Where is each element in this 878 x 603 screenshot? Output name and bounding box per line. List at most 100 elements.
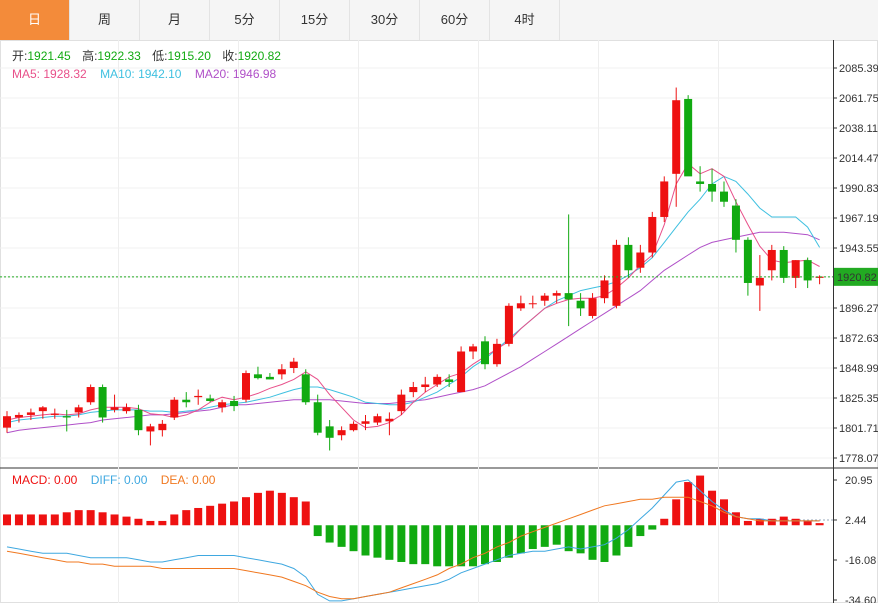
tab-3[interactable]: 5分	[210, 0, 280, 40]
candle-body-50	[600, 280, 609, 299]
macd-y-tick-label-1: 2.44	[845, 515, 866, 527]
high-value: 1922.33	[97, 49, 141, 63]
candle-body-42	[504, 305, 513, 344]
macd-bar-34	[409, 525, 418, 565]
candle-body-45	[540, 295, 549, 301]
candle-body-24	[289, 361, 298, 368]
candle-body-58	[696, 181, 705, 184]
candle-body-40	[481, 341, 489, 365]
macd-bar-47	[564, 525, 573, 552]
last-price-box	[834, 267, 878, 286]
macd-bar-7	[86, 510, 95, 526]
candle-body-61	[731, 205, 740, 240]
y-tick-label-3: 2014.47	[839, 153, 878, 165]
candle-body-35	[421, 384, 430, 388]
candle-body-22	[265, 376, 274, 380]
candle-body-67	[803, 260, 812, 281]
tab-4[interactable]: 15分	[280, 0, 350, 40]
candle-body-31	[373, 416, 382, 423]
candle-body-15	[182, 399, 191, 403]
macd-info: MACD: 0.00 DIFF: 0.00 DEA: 0.00	[12, 473, 216, 487]
period-tabs: 日周月 5分 15分 30分 60分 4时	[0, 0, 878, 41]
tab-0[interactable]: 日	[0, 0, 70, 40]
macd-bar-13	[158, 520, 167, 526]
macd-bar-45	[540, 525, 549, 547]
macd-bar-15	[182, 510, 191, 526]
macd-bar-54	[648, 525, 657, 530]
macd-bar-61	[731, 512, 740, 526]
macd-bar-41	[492, 525, 501, 562]
grid	[0, 40, 878, 603]
candle-body-37	[445, 379, 454, 382]
last-price-label: 1920.82	[837, 272, 877, 284]
macd-bar-37	[445, 525, 454, 567]
macd-bar-30	[361, 525, 370, 556]
macd-panel	[3, 475, 833, 602]
candle-body-4	[50, 413, 59, 415]
macd-bar-0	[3, 514, 11, 526]
y-tick-label-4: 1990.83	[839, 183, 878, 195]
macd-bar-52	[624, 525, 633, 547]
candle-body-39	[469, 346, 478, 352]
macd-bar-10	[122, 516, 131, 526]
candle-body-41	[492, 343, 501, 365]
candle-body-54	[648, 216, 657, 253]
diff-line	[6, 479, 820, 602]
macd-bar-8	[98, 512, 107, 526]
macd-bar-48	[576, 525, 585, 554]
macd-bar-59	[708, 490, 717, 526]
candle-body-63	[755, 277, 764, 286]
candle-body-57	[684, 98, 693, 177]
candle-body-66	[791, 260, 800, 278]
macd-y-tick-label-3: -34.60	[845, 595, 876, 603]
candle-body-14	[170, 399, 179, 418]
y-tick-label-5: 1967.19	[839, 213, 878, 225]
candle-body-68	[815, 276, 824, 278]
candles	[3, 87, 824, 451]
candle-body-18	[218, 402, 227, 408]
candle-body-30	[361, 421, 370, 424]
macd-bar-20	[242, 497, 250, 526]
candle-body-51	[612, 244, 621, 306]
candle-body-8	[98, 387, 107, 418]
tab-5[interactable]: 30分	[350, 0, 420, 40]
candle-body-0	[3, 416, 11, 428]
last-price-marker: 1920.82	[0, 267, 878, 286]
macd-bar-5	[62, 512, 71, 526]
candle-body-53	[636, 252, 645, 268]
ohlc-info: 开:1921.45 高:1922.33 低:1915.20 收:1920.82	[12, 48, 281, 63]
candle-body-60	[720, 191, 728, 202]
macd-bar-57	[684, 482, 693, 526]
macd-bar-46	[552, 525, 561, 545]
macd-label: MACD: 0.00	[12, 473, 78, 487]
candle-body-3	[38, 407, 47, 412]
open-label: 开:	[12, 49, 27, 63]
low-value: 1915.20	[168, 49, 212, 63]
tab-7[interactable]: 4时	[490, 0, 560, 40]
macd-bar-18	[218, 503, 227, 526]
macd-bar-49	[588, 525, 597, 560]
candle-body-59	[708, 183, 717, 192]
tab-2[interactable]: 月	[140, 0, 210, 40]
candle-body-27	[325, 426, 334, 438]
y-tick-label-1: 2061.75	[839, 93, 878, 105]
macd-bar-56	[672, 499, 681, 526]
candle-body-65	[779, 249, 788, 278]
macd-bar-53	[636, 525, 645, 537]
macd-bar-50	[600, 525, 609, 562]
macd-bar-3	[38, 514, 47, 526]
diff-label: DIFF: 0.00	[91, 473, 148, 487]
ma-info: MA5: 1928.32 MA10: 1942.10 MA20: 1946.98	[12, 67, 277, 81]
candle-body-44	[528, 303, 537, 305]
dea-label: DEA: 0.00	[161, 473, 216, 487]
ma10-label: MA10: 1942.10	[100, 67, 182, 81]
candle-body-12	[146, 426, 155, 432]
candle-body-16	[194, 395, 203, 398]
candle-body-26	[313, 402, 322, 433]
tab-1[interactable]: 周	[70, 0, 140, 40]
candle-body-2	[26, 412, 35, 415]
tab-6[interactable]: 60分	[420, 0, 490, 40]
candle-body-11	[134, 409, 143, 431]
candle-body-49	[588, 298, 597, 316]
macd-bar-64	[767, 518, 776, 526]
